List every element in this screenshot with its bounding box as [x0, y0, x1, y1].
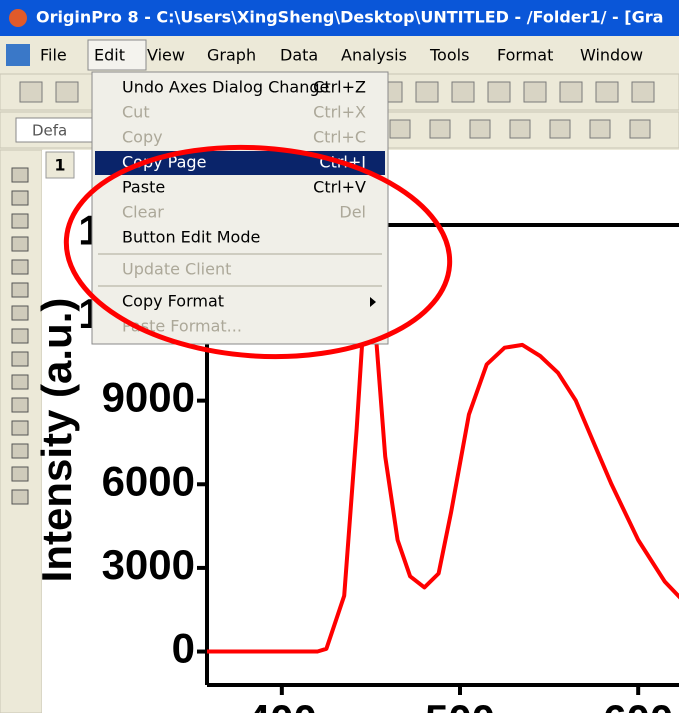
toolbar-button[interactable]	[549, 119, 571, 139]
toolbar-button[interactable]	[559, 81, 583, 103]
menu-entry[interactable]: Copy Page	[122, 153, 206, 172]
tool-button[interactable]	[11, 167, 29, 183]
menu-entry: Cut	[122, 103, 150, 122]
menu-entry[interactable]: Copy Format	[122, 292, 224, 311]
layer-tab[interactable]	[45, 151, 75, 179]
y-tick-label: 6000	[102, 457, 195, 504]
menu-item[interactable]: Analysis	[341, 46, 407, 65]
toolbar-button[interactable]	[629, 119, 651, 139]
tool-button[interactable]	[11, 489, 29, 505]
app-icon	[9, 9, 27, 27]
toolbar-button[interactable]	[469, 119, 491, 139]
y-tick-label: 3000	[102, 541, 195, 588]
tool-button[interactable]	[11, 374, 29, 390]
menu-entry[interactable]: Button Edit Mode	[122, 228, 260, 247]
menu-entry[interactable]: Paste	[122, 178, 165, 197]
toolbar-button[interactable]	[415, 81, 439, 103]
tool-button[interactable]	[11, 351, 29, 367]
menu-shortcut: Ctrl+X	[313, 103, 366, 122]
tool-button[interactable]	[11, 443, 29, 459]
menu-item[interactable]: Graph	[207, 46, 256, 65]
toolbar-button[interactable]	[595, 81, 619, 103]
toolbar-button[interactable]	[389, 119, 411, 139]
tool-button[interactable]	[11, 236, 29, 252]
y-axis-label: Intensity (a.u.)	[33, 298, 80, 583]
toolbar-button[interactable]	[487, 81, 511, 103]
toolbar-button[interactable]	[523, 81, 547, 103]
menu-shortcut: Ctrl+C	[313, 128, 366, 147]
window-title: OriginPro 8 - C:\Users\XingSheng\Desktop…	[36, 8, 663, 27]
y-tick-label: 9000	[102, 374, 195, 421]
menu-item[interactable]: Data	[280, 46, 318, 65]
tool-button[interactable]	[11, 466, 29, 482]
layer-tab-label: 1	[54, 156, 65, 175]
toolbar-button[interactable]	[429, 119, 451, 139]
x-tick-label: 400	[247, 696, 317, 713]
x-tick-label: 500	[425, 696, 495, 713]
tool-button[interactable]	[11, 282, 29, 298]
font-box-text: Defa	[32, 122, 67, 140]
tool-button[interactable]	[11, 190, 29, 206]
menu-shortcut: Ctrl+Z	[313, 78, 366, 97]
toolbar-button[interactable]	[631, 81, 655, 103]
menu-shortcut: Del	[339, 203, 366, 222]
tool-button[interactable]	[11, 305, 29, 321]
menu-entry: Update Client	[122, 260, 231, 279]
menu-entry: Clear	[122, 203, 164, 222]
tool-button[interactable]	[11, 328, 29, 344]
menu-item[interactable]: Window	[580, 46, 643, 65]
tool-button[interactable]	[11, 420, 29, 436]
menu-item[interactable]: Format	[497, 46, 553, 65]
spectrum-line	[207, 287, 679, 654]
toolbar-button[interactable]	[55, 81, 79, 103]
y-tick-label: 0	[172, 625, 195, 672]
tool-button[interactable]	[11, 259, 29, 275]
edit-menu	[91, 71, 389, 345]
menu-entry[interactable]: Undo Axes Dialog Change	[122, 78, 329, 97]
menu-item[interactable]: Tools	[429, 46, 469, 65]
menu-item[interactable]: File	[40, 46, 67, 65]
menu-item[interactable]: View	[147, 46, 185, 65]
title-bar	[0, 0, 679, 36]
font-box[interactable]	[15, 117, 97, 143]
menu-entry: Copy	[122, 128, 163, 147]
tool-button[interactable]	[11, 397, 29, 413]
menu-open-box	[87, 39, 147, 71]
x-tick-label: 600	[603, 696, 673, 713]
toolbar-button[interactable]	[589, 119, 611, 139]
doc-icon	[6, 44, 30, 66]
highlight-ellipse	[63, 144, 453, 360]
toolbar-button[interactable]	[451, 81, 475, 103]
tool-button[interactable]	[11, 213, 29, 229]
toolbar-button[interactable]	[509, 119, 531, 139]
menu-entry: Paste Format...	[122, 317, 242, 336]
menu-shortcut: Ctrl+V	[313, 178, 366, 197]
submenu-arrow	[370, 297, 376, 307]
toolbar-button[interactable]	[19, 81, 43, 103]
menu-item[interactable]: Edit	[94, 46, 125, 65]
